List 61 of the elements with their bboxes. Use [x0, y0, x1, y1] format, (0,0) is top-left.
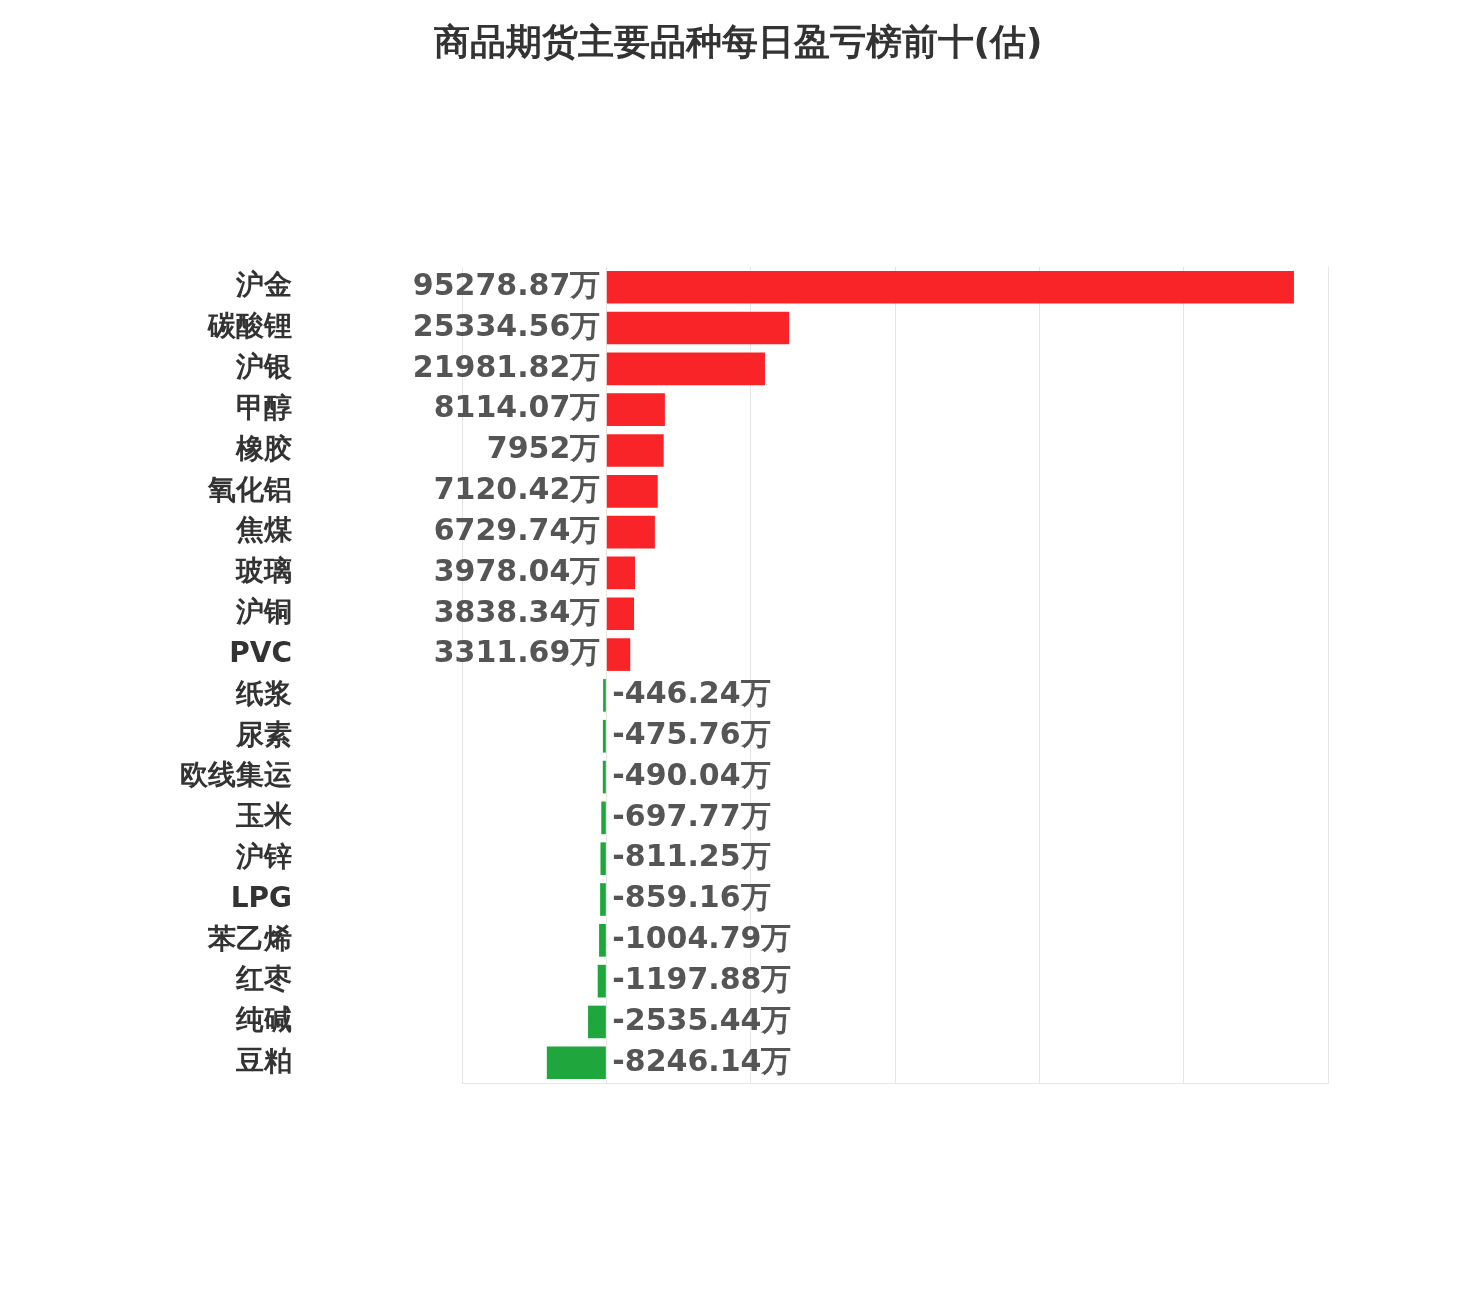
y-tick-label: 豆粕 [235, 1044, 292, 1078]
data-label: -8246.14万 [612, 1042, 792, 1078]
y-tick-label: 玻璃 [235, 554, 292, 588]
bar [600, 842, 606, 876]
y-tick-label: 玉米 [235, 799, 292, 833]
bar [599, 924, 606, 957]
bar [602, 719, 606, 753]
y-tick-label: 红枣 [235, 962, 292, 996]
y-tick-label: 欧线集运 [180, 758, 292, 792]
bar [606, 556, 636, 590]
y-tick-label: 纸浆 [235, 676, 292, 710]
y-tick-label: 焦煤 [235, 513, 293, 547]
bar [601, 801, 606, 835]
data-label: 7952万 [486, 430, 601, 466]
data-label: -697.77万 [612, 797, 771, 833]
data-label: -811.25万 [612, 838, 771, 874]
data-label: -475.76万 [612, 716, 771, 752]
bar [603, 679, 606, 712]
data-label: -2535.44万 [612, 1001, 792, 1037]
bar [606, 515, 655, 549]
chart-title: 商品期货主要品种每日盈亏榜前十(估) [432, 20, 1044, 64]
bar [606, 638, 631, 671]
data-label: -446.24万 [612, 675, 771, 711]
data-label: 25334.56万 [412, 307, 601, 343]
data-label: 3978.04万 [433, 552, 601, 588]
data-label: 95278.87万 [412, 267, 601, 303]
bar [606, 311, 790, 345]
y-tick-label: PVC [229, 635, 292, 669]
data-label: -859.16万 [612, 879, 771, 915]
y-tick-label: 沪金 [235, 268, 292, 302]
data-label: -490.04万 [612, 756, 771, 792]
bar [597, 964, 606, 998]
data-label: 3311.69万 [433, 634, 601, 670]
data-label: 7120.42万 [433, 471, 601, 507]
bar [606, 434, 664, 467]
bar [588, 1005, 606, 1039]
bar [606, 597, 635, 631]
bar [606, 270, 1294, 304]
y-tick-label: 甲醇 [236, 390, 292, 424]
y-tick-label: 氧化铝 [207, 472, 292, 506]
data-label: -1197.88万 [612, 960, 792, 996]
data-label: 8114.07万 [433, 389, 601, 425]
y-tick-label: 碳酸锂 [207, 309, 292, 343]
y-tick-label: 橡胶 [235, 431, 292, 465]
bar [606, 393, 665, 426]
bar [602, 760, 606, 794]
y-tick-label: LPG [230, 880, 292, 914]
bar [546, 1046, 606, 1080]
y-tick-label: 沪锌 [235, 839, 292, 873]
data-label: 21981.82万 [412, 348, 601, 384]
y-tick-label: 尿素 [235, 717, 292, 751]
y-tick-label: 沪铜 [235, 595, 292, 629]
bar [600, 883, 606, 916]
y-tick-label: 纯碱 [235, 1003, 292, 1037]
data-label: 3838.34万 [433, 593, 601, 629]
y-tick-label: 沪银 [235, 350, 292, 384]
data-label: 6729.74万 [433, 511, 601, 547]
data-label: -1004.79万 [612, 920, 792, 956]
y-tick-label: 苯乙烯 [207, 921, 292, 955]
bar [606, 474, 658, 508]
bar [606, 352, 765, 386]
